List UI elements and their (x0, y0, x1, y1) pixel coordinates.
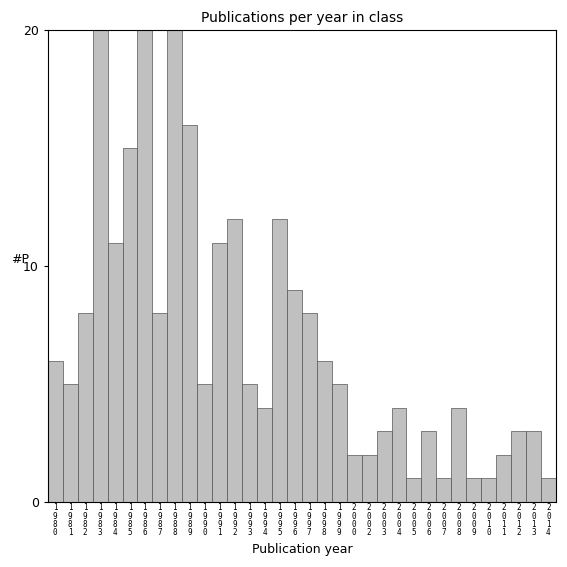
Bar (391, 408, 407, 502)
Bar (481, 479, 496, 502)
Bar (362, 455, 376, 502)
Bar (137, 31, 153, 502)
Bar (302, 314, 317, 502)
Y-axis label: #P: #P (11, 253, 29, 266)
Bar (421, 431, 437, 502)
Bar (182, 125, 197, 502)
Bar (541, 479, 556, 502)
Bar (167, 31, 182, 502)
Bar (153, 314, 167, 502)
Bar (108, 243, 122, 502)
Bar (332, 384, 346, 502)
Bar (197, 384, 212, 502)
Bar (92, 31, 108, 502)
X-axis label: Publication year: Publication year (252, 543, 352, 556)
Bar (48, 361, 63, 502)
Bar (242, 384, 257, 502)
Bar (346, 455, 362, 502)
Bar (227, 219, 242, 502)
Bar (257, 408, 272, 502)
Bar (511, 431, 526, 502)
Bar (287, 290, 302, 502)
Bar (63, 384, 78, 502)
Bar (272, 219, 287, 502)
Bar (317, 361, 332, 502)
Bar (407, 479, 421, 502)
Bar (122, 149, 137, 502)
Bar (437, 479, 451, 502)
Bar (451, 408, 466, 502)
Bar (466, 479, 481, 502)
Title: Publications per year in class: Publications per year in class (201, 11, 403, 25)
Bar (496, 455, 511, 502)
Bar (376, 431, 391, 502)
Bar (526, 431, 541, 502)
Bar (78, 314, 92, 502)
Bar (212, 243, 227, 502)
